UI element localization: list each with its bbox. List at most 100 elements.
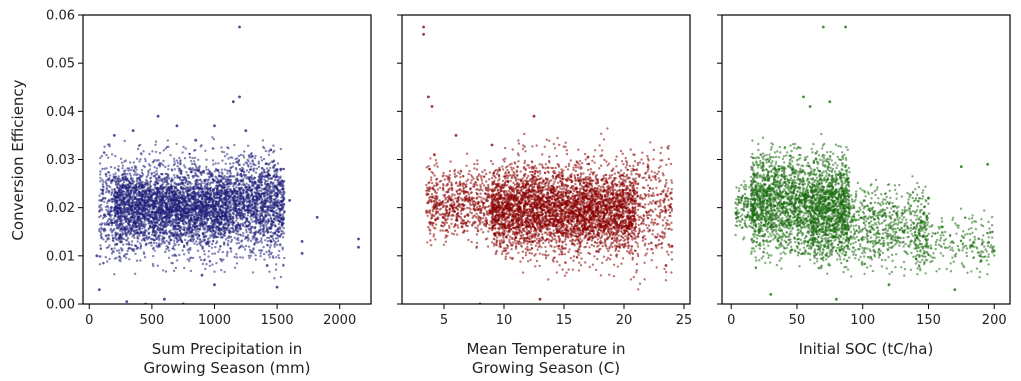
data-point — [201, 247, 204, 250]
data-point — [161, 193, 164, 196]
data-point — [187, 235, 190, 238]
data-point — [98, 194, 101, 197]
data-point — [190, 217, 193, 220]
data-point — [186, 241, 189, 244]
data-point — [164, 185, 167, 189]
data-point — [204, 211, 207, 214]
data-point — [214, 167, 218, 171]
data-point — [123, 139, 126, 143]
data-point — [218, 183, 222, 187]
data-point — [140, 217, 143, 220]
data-point — [114, 154, 117, 158]
data-point — [149, 176, 153, 179]
data-point — [111, 236, 115, 240]
data-point — [161, 235, 164, 238]
data-point — [117, 169, 120, 172]
data-point — [244, 228, 248, 232]
data-point — [273, 245, 276, 248]
data-point — [165, 239, 168, 243]
data-point — [250, 152, 253, 155]
data-point — [277, 239, 280, 243]
data-point — [143, 225, 147, 228]
data-point — [131, 198, 134, 202]
data-point — [133, 190, 136, 193]
data-point — [165, 179, 169, 182]
data-point — [144, 160, 147, 163]
data-point — [200, 205, 204, 208]
data-point — [122, 215, 126, 218]
data-point — [254, 254, 257, 257]
data-point — [209, 189, 212, 192]
data-point — [144, 223, 147, 226]
data-point — [105, 167, 108, 170]
data-point — [190, 159, 193, 163]
data-point — [267, 253, 271, 256]
data-point — [147, 187, 151, 190]
data-point — [99, 234, 103, 237]
data-point — [211, 263, 214, 266]
data-point — [208, 244, 211, 248]
data-point — [110, 224, 114, 227]
data-point — [220, 189, 223, 192]
data-point — [225, 176, 229, 179]
data-point — [194, 169, 198, 172]
data-point — [166, 195, 169, 198]
data-point — [241, 218, 244, 221]
data-point — [169, 154, 172, 157]
data-point — [202, 227, 205, 231]
data-point — [166, 182, 169, 185]
data-point — [190, 170, 193, 174]
data-point — [107, 217, 111, 221]
data-point — [254, 154, 257, 158]
data-point — [238, 163, 241, 166]
data-point — [116, 219, 119, 222]
data-point — [250, 218, 253, 221]
data-point — [130, 166, 134, 169]
data-point — [259, 156, 263, 159]
data-point — [146, 181, 149, 185]
data-point — [225, 254, 229, 257]
data-point — [280, 232, 283, 236]
data-point — [215, 189, 219, 192]
data-point — [173, 239, 176, 242]
data-point — [188, 204, 191, 207]
data-point — [246, 214, 250, 217]
data-point — [273, 206, 276, 209]
data-point — [164, 180, 167, 184]
data-point — [162, 159, 165, 163]
data-point — [110, 248, 113, 251]
data-point — [103, 151, 106, 154]
data-point — [193, 209, 197, 212]
data-point — [193, 193, 196, 197]
data-point — [104, 173, 107, 176]
data-point — [123, 225, 127, 229]
data-point — [126, 226, 129, 229]
data-point — [126, 237, 130, 240]
data-point — [140, 195, 143, 198]
data-point — [100, 226, 103, 229]
data-point — [275, 263, 278, 266]
data-point — [264, 174, 267, 177]
data-point — [245, 225, 248, 228]
data-point — [173, 231, 177, 234]
data-point — [269, 231, 273, 234]
data-point — [150, 233, 154, 236]
data-point — [181, 193, 184, 197]
data-point — [182, 208, 185, 211]
data-point — [136, 173, 139, 176]
data-point — [139, 158, 142, 161]
data-point — [270, 160, 274, 163]
data-point — [281, 213, 285, 216]
data-point — [99, 255, 102, 258]
data-point — [126, 199, 130, 203]
data-point — [267, 153, 271, 156]
data-point — [205, 165, 208, 169]
data-point — [263, 169, 266, 172]
data-point — [138, 234, 141, 237]
data-point — [112, 217, 116, 220]
data-point — [126, 172, 129, 176]
data-point — [137, 200, 140, 203]
data-point — [269, 244, 272, 247]
data-point — [153, 171, 156, 174]
data-point — [110, 153, 114, 156]
